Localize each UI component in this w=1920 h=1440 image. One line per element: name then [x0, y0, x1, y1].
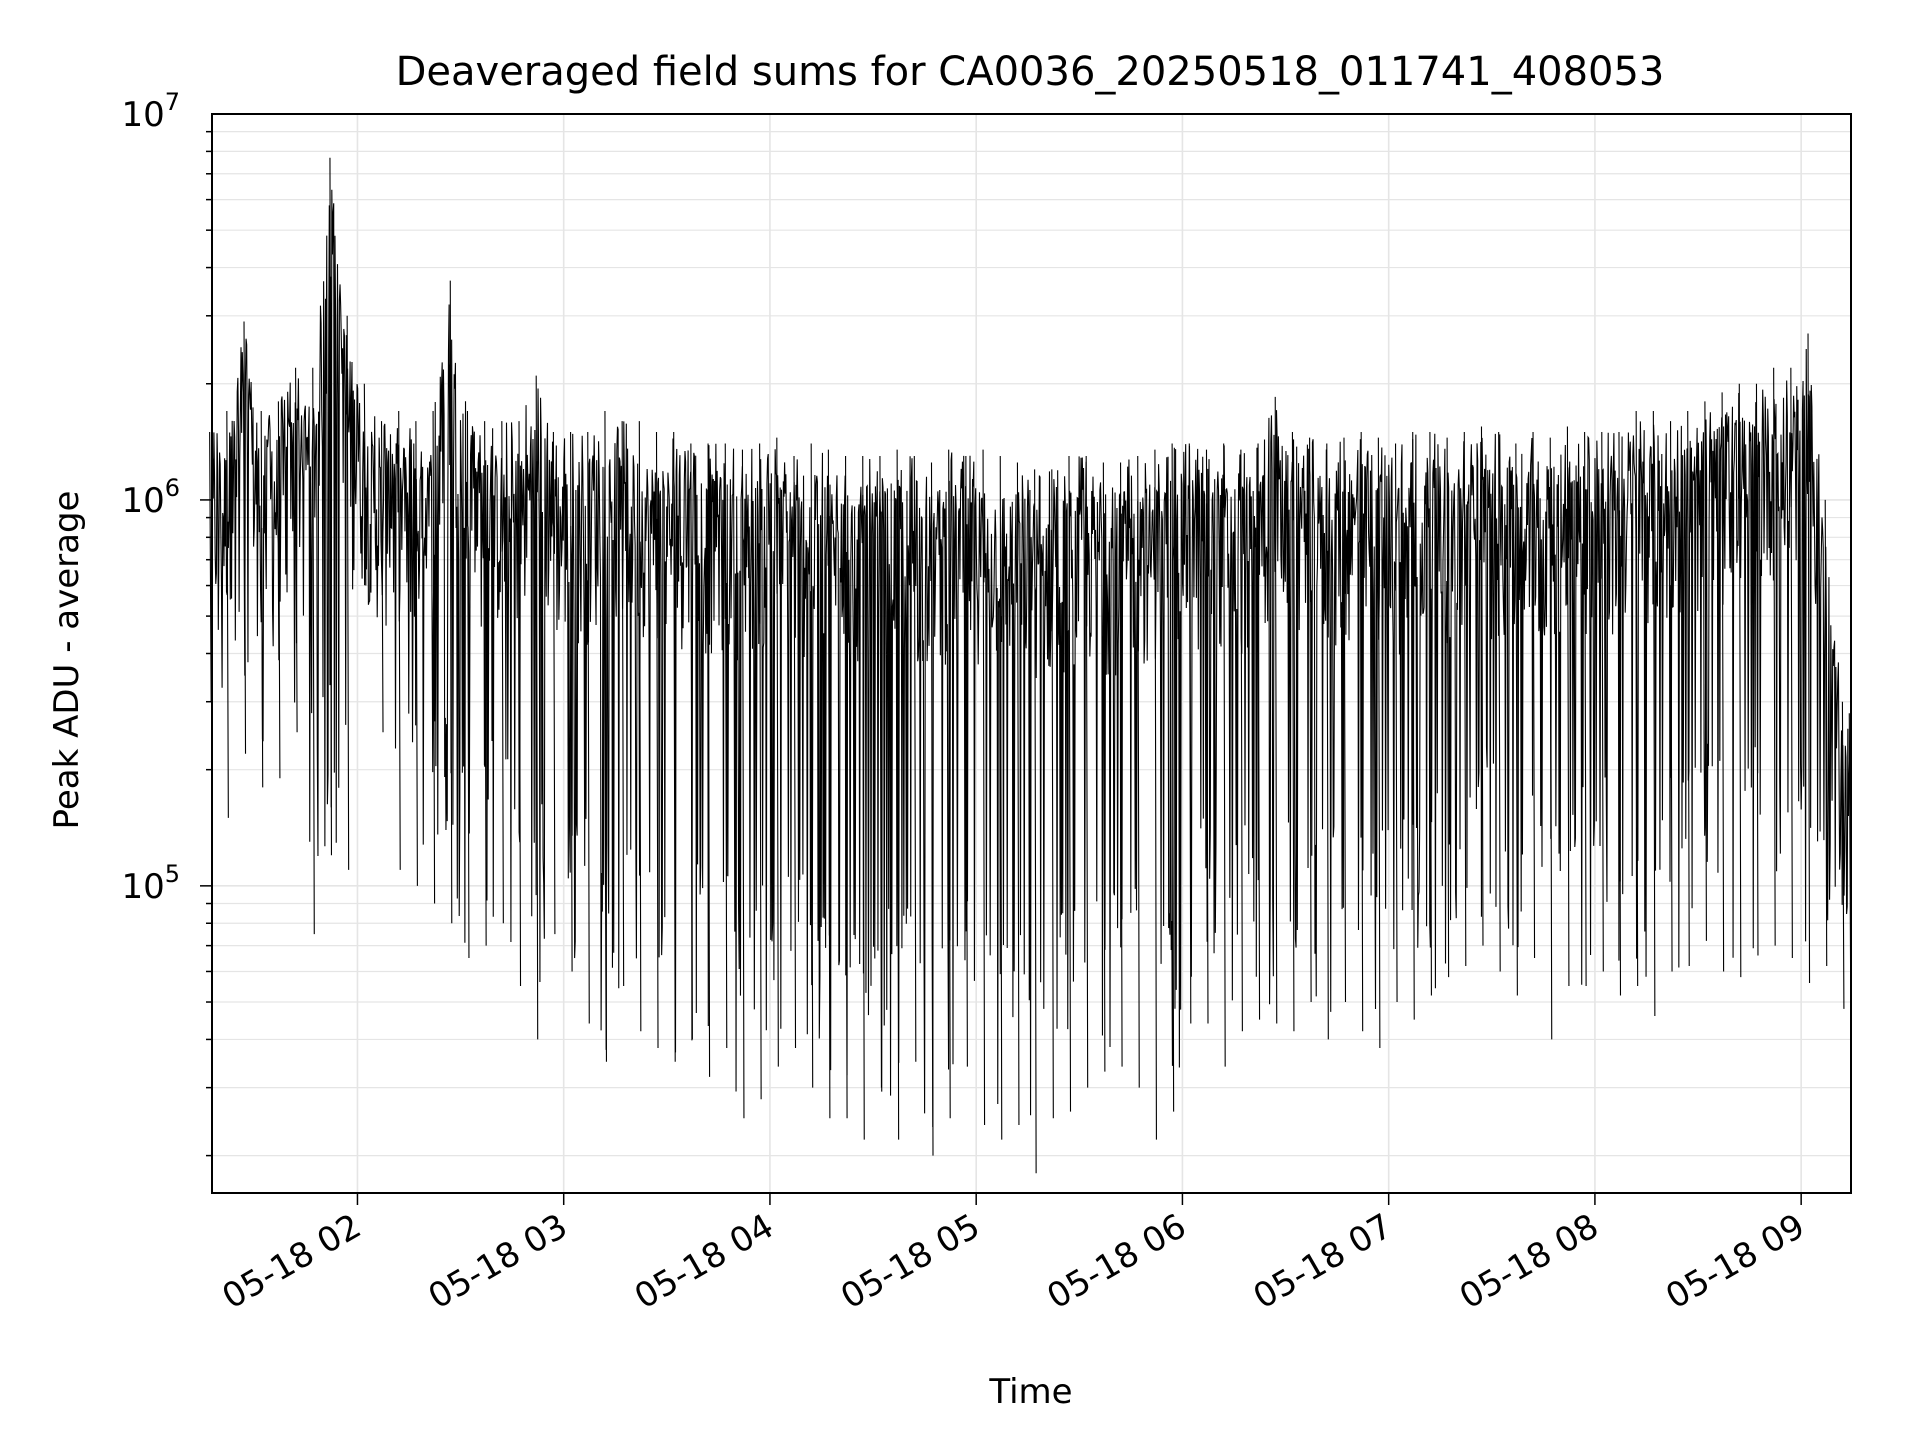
x-axis-label: Time — [988, 1372, 1072, 1412]
y-axis-label: Peak ADU - average — [47, 491, 87, 830]
y-tick-label: 107 — [121, 88, 180, 135]
y-tick-label: 105 — [121, 860, 180, 907]
chart-title: Deaveraged field sums for CA0036_2025051… — [396, 49, 1665, 95]
y-tick-label: 106 — [121, 474, 180, 521]
data-series-extremes — [209, 157, 1852, 1174]
plot-area — [209, 157, 1852, 1174]
